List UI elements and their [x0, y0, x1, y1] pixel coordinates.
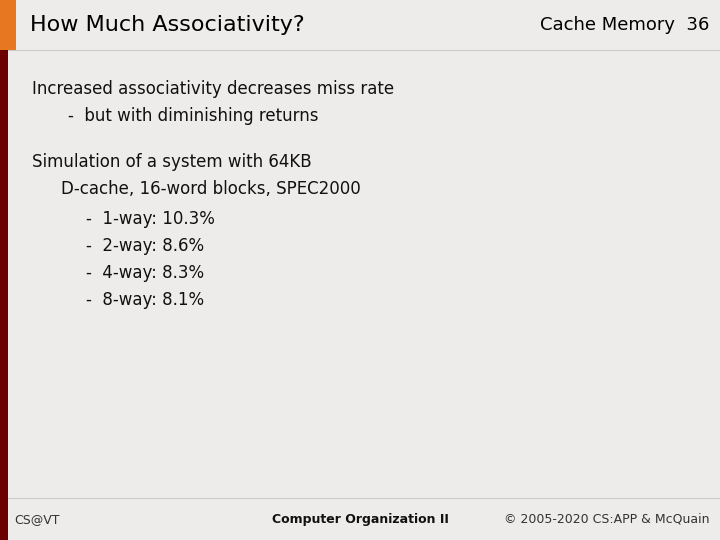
Text: Computer Organization II: Computer Organization II: [271, 513, 449, 526]
Text: CS@VT: CS@VT: [14, 513, 60, 526]
Text: -  1-way: 10.3%: - 1-way: 10.3%: [86, 210, 215, 228]
Bar: [0, 0, 16, 50]
Text: -  8-way: 8.1%: - 8-way: 8.1%: [86, 291, 204, 309]
Text: -  2-way: 8.6%: - 2-way: 8.6%: [86, 237, 204, 255]
Bar: [0, 50, 8, 540]
Text: How Much Associativity?: How Much Associativity?: [30, 15, 305, 35]
Text: -  4-way: 8.3%: - 4-way: 8.3%: [86, 264, 204, 282]
Text: Simulation of a system with 64KB: Simulation of a system with 64KB: [32, 153, 312, 171]
Text: Increased associativity decreases miss rate: Increased associativity decreases miss r…: [32, 80, 395, 98]
Text: Cache Memory  36: Cache Memory 36: [540, 16, 709, 34]
Text: -  but with diminishing returns: - but with diminishing returns: [68, 107, 319, 125]
Text: © 2005-2020 CS:APP & McQuain: © 2005-2020 CS:APP & McQuain: [504, 513, 709, 526]
Text: D-cache, 16-word blocks, SPEC2000: D-cache, 16-word blocks, SPEC2000: [61, 180, 361, 198]
